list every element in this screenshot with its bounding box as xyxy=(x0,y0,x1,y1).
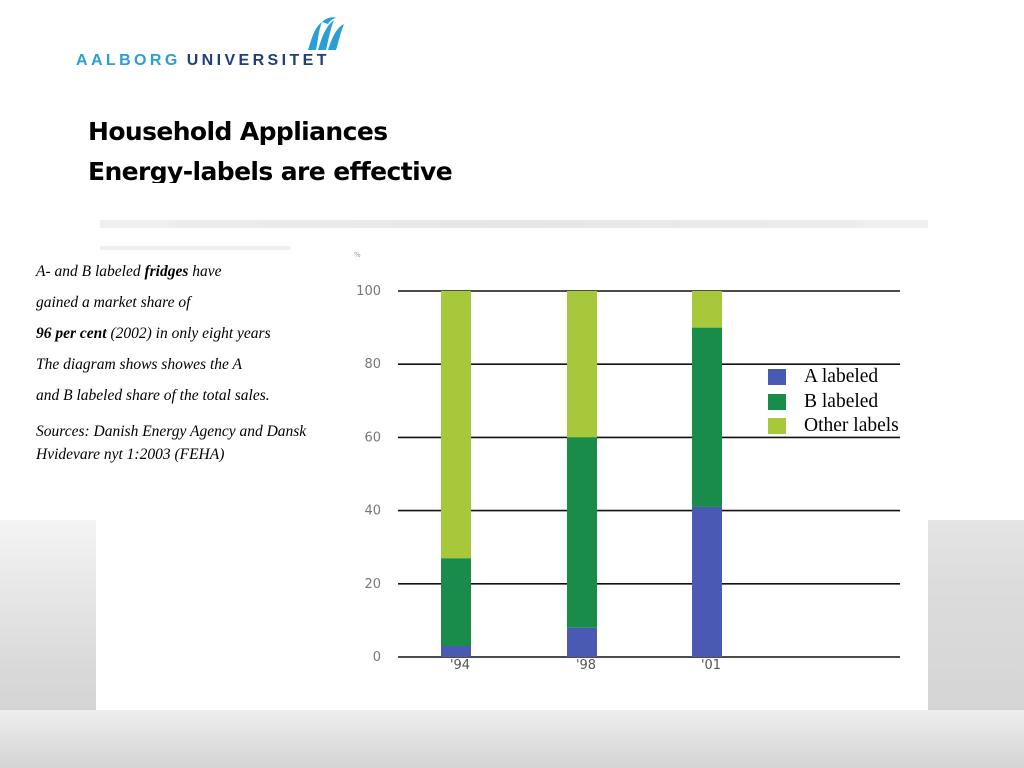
x-tick-label-98: '98 xyxy=(576,658,596,673)
stacked-bar-chart: % 0 20 40 60 80 100 '94 '98 '01 xyxy=(340,240,930,680)
bar-98-a-labeled xyxy=(567,627,597,657)
y-tick-label-100: 100 xyxy=(356,284,381,299)
chart-header-strip xyxy=(96,184,930,254)
bar-01-b-labeled xyxy=(692,327,722,507)
y-tick-label-60: 60 xyxy=(364,430,381,445)
desc-line-1: A- and B labeled fridges have xyxy=(36,256,356,287)
bar-94-other-labels xyxy=(441,291,471,559)
desc-line-4: The diagram shows showes the A xyxy=(36,356,242,373)
faded-header-line xyxy=(100,220,928,228)
background-texture xyxy=(0,520,1024,768)
x-tick-label-01: '01 xyxy=(701,658,721,673)
desc-line-1-suffix: have xyxy=(188,263,222,280)
y-tick-label-80: 80 xyxy=(364,357,381,372)
legend-item: B labeled xyxy=(768,390,899,415)
bar-98-other-labels xyxy=(567,291,597,438)
bar-94-b-labeled xyxy=(441,558,471,647)
y-unit-label: % xyxy=(354,251,361,259)
chart-legend: A labeled B labeled Other labels xyxy=(768,365,899,439)
title-line-2: Energy-labels are effective xyxy=(88,157,453,183)
logo-word-universitet: UNIVERSITET xyxy=(186,52,330,69)
chart-svg: % 0 20 40 60 80 100 '94 '98 '01 xyxy=(354,251,900,673)
bar-94-a-labeled xyxy=(441,646,471,657)
legend-label: A labeled xyxy=(804,366,879,388)
seal-waves-icon xyxy=(308,17,344,50)
legend-item: A labeled xyxy=(768,365,899,390)
legend-swatch xyxy=(768,418,786,435)
faded-subheader-line xyxy=(100,246,290,250)
desc-line-3-suffix: (2002) in only eight years xyxy=(106,325,271,342)
y-tick-label-40: 40 xyxy=(364,504,381,519)
y-tick-label-0: 0 xyxy=(373,650,381,665)
bar-01-a-labeled xyxy=(692,506,722,657)
logo-wordmark: AALBORG UNIVERSITET xyxy=(76,52,330,70)
title-line-1: Household Appliances xyxy=(88,117,388,146)
y-tick-label-20: 20 xyxy=(364,577,381,592)
desc-line-2: gained a market share of xyxy=(36,294,191,311)
legend-swatch xyxy=(768,393,786,410)
bar-98-b-labeled xyxy=(567,437,597,628)
desc-line-3: 96 per cent (2002) in only eight years xyxy=(36,318,356,349)
legend-swatch xyxy=(768,369,786,386)
university-logo: AALBORG UNIVERSITET xyxy=(76,16,386,76)
bar-01-other-labels xyxy=(692,291,722,328)
desc-line-1-bold: fridges xyxy=(144,263,189,280)
desc-line-5: and B labeled share of the total sales. xyxy=(36,387,270,404)
sources-note: Sources: Danish Energy Agency and Dansk … xyxy=(36,423,307,463)
background-band-bottom xyxy=(0,710,1024,768)
legend-label: B labeled xyxy=(804,390,879,412)
legend-item: Other labels xyxy=(768,414,899,439)
slide-title: Household Appliances Energy-labels are e… xyxy=(88,112,528,183)
logo-word-aalborg: AALBORG xyxy=(76,52,181,69)
legend-label: Other labels xyxy=(804,415,899,437)
x-tick-label-94: '94 xyxy=(450,658,470,673)
desc-line-3-bold: 96 per cent xyxy=(36,325,107,342)
description-text: A- and B labeled fridges have gained a m… xyxy=(36,256,356,466)
desc-line-1-prefix: A- and B labeled xyxy=(36,263,145,280)
